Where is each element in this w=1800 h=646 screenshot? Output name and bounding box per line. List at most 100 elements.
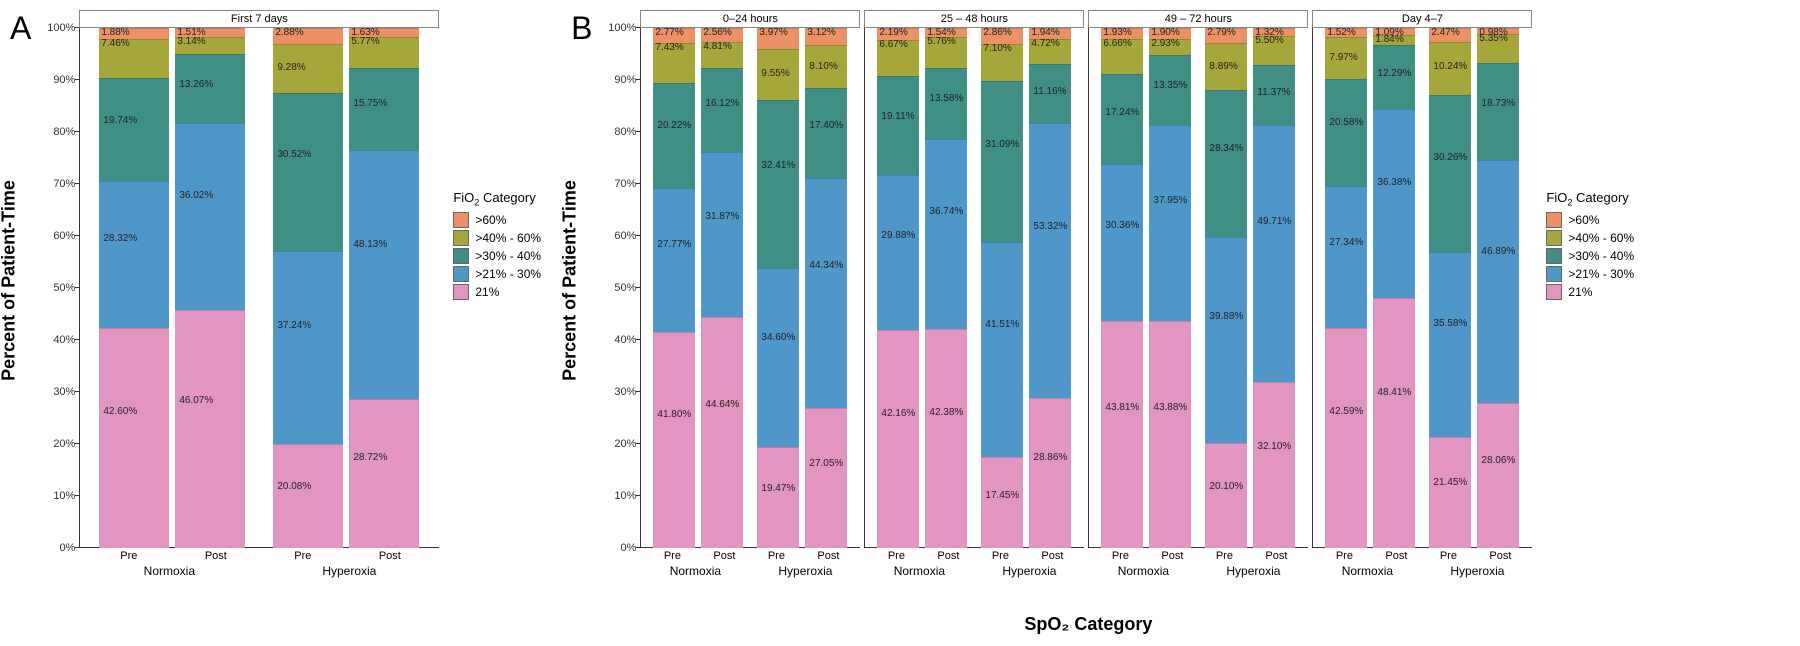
segment-value-label: 2.79% [1207, 27, 1235, 38]
bar-segment: 29.88% [877, 175, 919, 330]
segment-value-label: 2.56% [703, 27, 731, 38]
legend-label: >60% [1568, 213, 1599, 227]
bar-segment: 44.34% [805, 178, 847, 407]
bar-segment: 3.12% [805, 28, 847, 45]
stacked-bar: 42.38%36.74%13.58%5.76%1.54% [925, 28, 967, 548]
segment-value-label: 1.52% [1327, 27, 1355, 38]
bar-segment: 21.45% [1429, 437, 1471, 548]
stacked-bar: 32.10%49.71%11.37%5.50%1.32% [1253, 28, 1295, 548]
segment-value-label: 13.26% [179, 79, 213, 90]
segment-value-label: 11.37% [1257, 87, 1290, 98]
segment-value-label: 13.58% [929, 93, 963, 104]
bar-segment: 19.11% [877, 76, 919, 175]
bar-segment: 2.86% [981, 28, 1023, 44]
bar-segment: 4.81% [701, 42, 743, 68]
y-tick-label: 70% [614, 178, 636, 190]
segment-value-label: 2.77% [655, 27, 683, 38]
segment-value-label: 31.09% [985, 139, 1019, 150]
segment-value-label: 31.87% [705, 211, 739, 222]
legend-label: >21% - 30% [475, 267, 541, 281]
bar-segment: 17.24% [1101, 74, 1143, 164]
y-axis-title-a: Percent of Patient-Time [0, 131, 20, 431]
x-tick-label: Pre [979, 550, 1021, 562]
bar-segment: 2.47% [1429, 28, 1471, 42]
legend-item: >40% - 60% [453, 230, 541, 246]
segment-value-label: 16.12% [705, 98, 739, 109]
bar-segment: 1.54% [925, 28, 967, 37]
bar-segment: 1.84% [1373, 35, 1415, 45]
bar-segment: 7.43% [653, 43, 695, 82]
y-tick-label: 30% [614, 386, 636, 398]
segment-value-label: 39.88% [1209, 311, 1243, 322]
bar-segment: 31.09% [981, 81, 1023, 242]
legend-item: >60% [1546, 212, 1634, 228]
panel-b-chart: 0–24 hours0%10%20%30%40%50%60%70%80%90%1… [640, 10, 1536, 578]
y-tick-label: 80% [53, 126, 75, 138]
segment-value-label: 2.19% [879, 27, 907, 38]
legend-title: FiO2 Category [453, 190, 541, 208]
legend-b: FiO2 Category>60%>40% - 60%>30% - 40%>21… [1546, 190, 1634, 302]
legend-item: >30% - 40% [453, 248, 541, 264]
bar-segment: 0.98% [1477, 28, 1519, 34]
bar-segment: 5.76% [925, 37, 967, 68]
legend-label: 21% [475, 285, 499, 299]
stacked-bar: 42.59%27.34%20.58%7.97%1.52% [1325, 28, 1367, 548]
y-tick-label: 60% [53, 230, 75, 242]
segment-value-label: 30.36% [1105, 220, 1139, 231]
segment-value-label: 17.40% [809, 120, 843, 131]
bar-segment: 28.34% [1205, 90, 1247, 237]
bar-segment: 48.41% [1373, 298, 1415, 548]
stacked-bar: 44.64%31.87%16.12%4.81%2.56% [701, 28, 743, 548]
segment-value-label: 18.73% [1481, 98, 1515, 109]
segment-value-label: 42.16% [881, 408, 915, 419]
segment-value-label: 2.93% [1151, 38, 1179, 49]
stacked-bar: 27.05%44.34%17.40%8.10%3.12% [805, 28, 847, 548]
bar-segment: 46.89% [1477, 160, 1519, 402]
bar-segment: 13.58% [925, 68, 967, 139]
bar-segment: 20.10% [1205, 443, 1247, 548]
segment-value-label: 28.72% [353, 452, 387, 463]
x-tick-label: Pre [651, 550, 693, 562]
segment-value-label: 36.02% [179, 190, 213, 201]
segment-value-label: 1.90% [1151, 27, 1179, 38]
segment-value-label: 32.10% [1257, 441, 1291, 452]
segment-value-label: 1.88% [101, 27, 129, 38]
bar-segment: 2.56% [701, 28, 743, 42]
bar-segment: 32.41% [757, 100, 799, 268]
group-label: Hyperoxia [1208, 564, 1298, 578]
legend-item: >21% - 30% [453, 266, 541, 282]
bar-segment: 9.55% [757, 49, 799, 99]
segment-value-label: 27.05% [809, 458, 843, 469]
segment-value-label: 1.94% [1031, 27, 1059, 38]
segment-value-label: 11.16% [1033, 86, 1066, 97]
x-tick-label: Post [1255, 550, 1297, 562]
bar-segment: 36.38% [1373, 109, 1415, 297]
segment-value-label: 20.22% [657, 120, 691, 131]
bar-segment: 2.77% [653, 28, 695, 43]
legend-label: >40% - 60% [1568, 231, 1634, 245]
bar-segment: 32.10% [1253, 382, 1295, 548]
bar-segment: 1.32% [1253, 28, 1295, 36]
y-tick-label: 20% [53, 438, 75, 450]
segment-value-label: 19.47% [761, 483, 795, 494]
x-tick-label: Post [703, 550, 745, 562]
bar-segment: 35.58% [1429, 252, 1471, 436]
segment-value-label: 2.88% [275, 27, 303, 38]
segment-value-label: 1.63% [351, 27, 379, 38]
bar-segment: 27.34% [1325, 186, 1367, 328]
x-tick-label: Pre [755, 550, 797, 562]
bar-segment: 17.40% [805, 88, 847, 179]
bar-segment: 42.38% [925, 329, 967, 548]
legend-item: >40% - 60% [1546, 230, 1634, 246]
segment-value-label: 21.45% [1433, 477, 1467, 488]
x-tick-label: Post [1479, 550, 1521, 562]
segment-value-label: 37.24% [277, 320, 311, 331]
segment-value-label: 12.29% [1377, 68, 1411, 79]
legend-label: >60% [475, 213, 506, 227]
segment-value-label: 27.77% [657, 239, 691, 250]
segment-value-label: 46.89% [1481, 246, 1515, 257]
segment-value-label: 53.32% [1033, 221, 1067, 232]
segment-value-label: 6.66% [1103, 38, 1131, 49]
segment-value-label: 29.88% [881, 230, 915, 241]
y-tick-label: 40% [53, 334, 75, 346]
